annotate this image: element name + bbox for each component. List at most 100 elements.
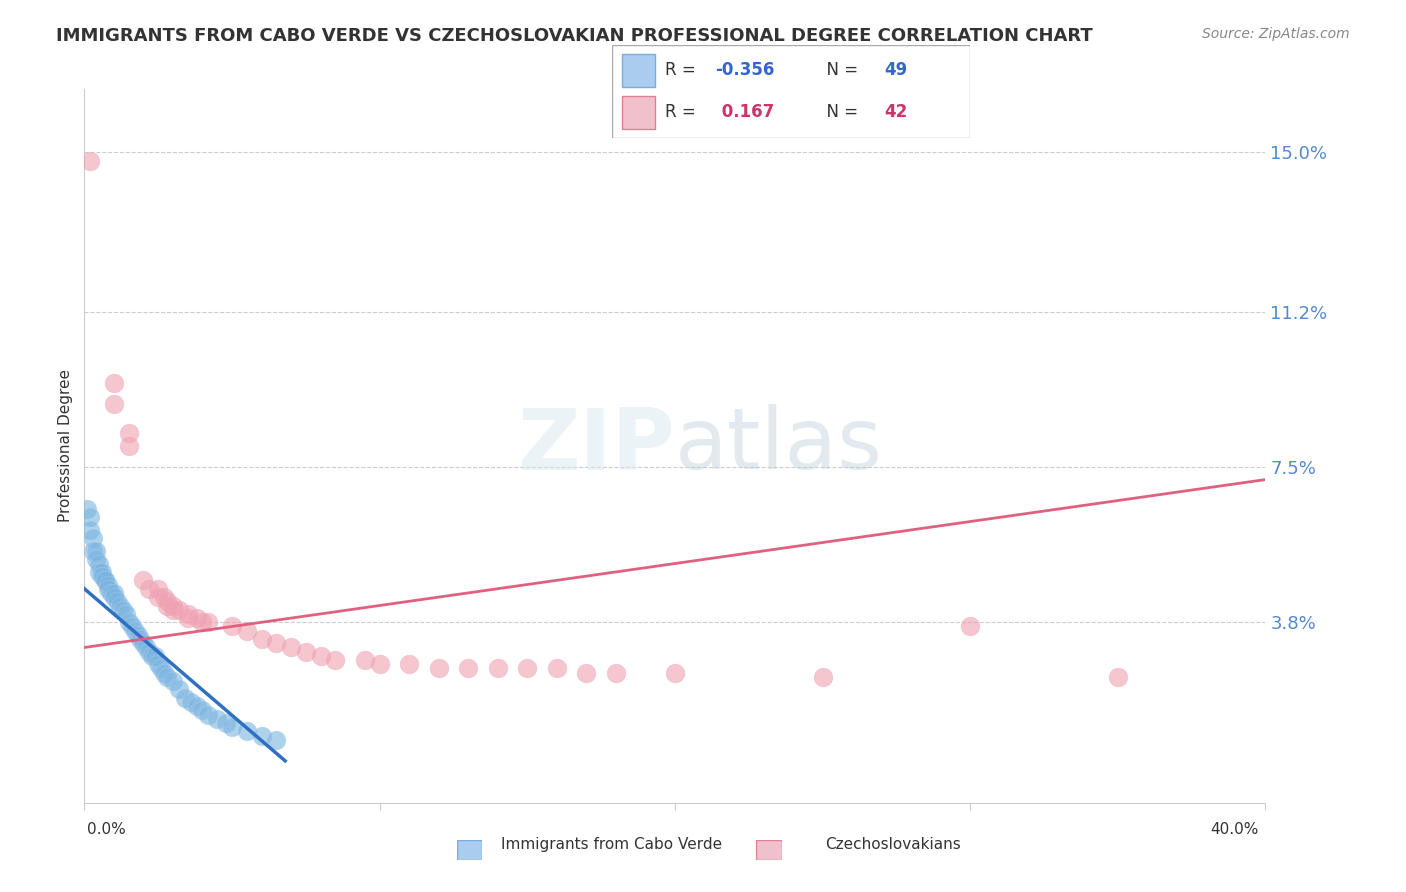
Point	[191, 703, 214, 717]
Point	[82, 544, 104, 558]
Point	[89, 565, 111, 579]
Text: Immigrants from Cabo Verde: Immigrants from Cabo Verde	[501, 838, 723, 852]
Y-axis label: Professional Degree: Professional Degree	[58, 369, 73, 523]
Point	[132, 636, 155, 650]
Point	[162, 603, 184, 617]
Point	[127, 628, 149, 642]
Point	[148, 582, 170, 596]
Point	[156, 594, 179, 608]
Text: -0.356: -0.356	[716, 61, 775, 78]
Point	[91, 569, 114, 583]
Point	[398, 657, 420, 672]
Text: Source: ZipAtlas.com: Source: ZipAtlas.com	[1202, 27, 1350, 41]
Point	[153, 590, 176, 604]
Text: 49: 49	[884, 61, 907, 78]
Point	[105, 594, 128, 608]
Point	[94, 574, 117, 588]
Point	[354, 653, 377, 667]
Point	[153, 665, 176, 680]
Point	[197, 707, 219, 722]
Point	[368, 657, 391, 672]
Point	[177, 611, 200, 625]
Point	[148, 590, 170, 604]
Text: Czechoslovakians: Czechoslovakians	[825, 838, 960, 852]
Point	[148, 657, 170, 672]
Point	[76, 502, 98, 516]
Point	[486, 661, 509, 675]
Point	[129, 632, 152, 646]
Text: R =: R =	[665, 61, 702, 78]
Point	[103, 397, 125, 411]
Text: 42: 42	[884, 103, 907, 121]
Point	[108, 599, 131, 613]
Text: 40.0%: 40.0%	[1211, 822, 1258, 837]
Point	[132, 574, 155, 588]
FancyBboxPatch shape	[623, 96, 655, 129]
Point	[264, 636, 288, 650]
Point	[97, 582, 120, 596]
FancyBboxPatch shape	[612, 45, 970, 138]
FancyBboxPatch shape	[756, 840, 782, 860]
Point	[167, 682, 190, 697]
Point	[100, 586, 122, 600]
Point	[121, 619, 143, 633]
Point	[135, 640, 157, 655]
Point	[103, 590, 125, 604]
Text: 0.0%: 0.0%	[87, 822, 127, 837]
Point	[89, 557, 111, 571]
Point	[309, 648, 332, 663]
Point	[124, 624, 146, 638]
Point	[162, 674, 184, 689]
Point	[236, 624, 259, 638]
Point	[546, 661, 568, 675]
Point	[94, 574, 117, 588]
Point	[162, 599, 184, 613]
Point	[84, 544, 107, 558]
Point	[84, 552, 107, 566]
Point	[118, 615, 141, 630]
Point	[156, 670, 179, 684]
Point	[79, 510, 101, 524]
Point	[427, 661, 450, 675]
Point	[1107, 670, 1129, 684]
Point	[221, 619, 243, 633]
Point	[173, 690, 195, 705]
Text: IMMIGRANTS FROM CABO VERDE VS CZECHOSLOVAKIAN PROFESSIONAL DEGREE CORRELATION CH: IMMIGRANTS FROM CABO VERDE VS CZECHOSLOV…	[56, 27, 1092, 45]
Point	[150, 661, 173, 675]
Point	[221, 720, 243, 734]
Point	[156, 599, 179, 613]
Point	[79, 153, 101, 168]
Point	[114, 607, 136, 621]
Point	[191, 615, 214, 630]
FancyBboxPatch shape	[623, 54, 655, 87]
Point	[605, 665, 627, 680]
Point	[118, 439, 141, 453]
Point	[205, 712, 228, 726]
Point	[664, 665, 686, 680]
Point	[575, 665, 598, 680]
Point	[111, 603, 134, 617]
Point	[250, 729, 273, 743]
Text: ZIP: ZIP	[517, 404, 675, 488]
Point	[959, 619, 981, 633]
Point	[186, 611, 208, 625]
Text: atlas: atlas	[675, 404, 883, 488]
Point	[323, 653, 347, 667]
Point	[236, 724, 259, 739]
Point	[180, 695, 202, 709]
Point	[280, 640, 302, 655]
Point	[82, 532, 104, 546]
Text: 0.167: 0.167	[716, 103, 773, 121]
Text: N =: N =	[815, 61, 863, 78]
Text: N =: N =	[815, 103, 863, 121]
Point	[97, 577, 120, 591]
Point	[811, 670, 834, 684]
Point	[143, 648, 166, 663]
Point	[103, 586, 125, 600]
Point	[118, 426, 141, 441]
Point	[103, 376, 125, 390]
Point	[250, 632, 273, 646]
FancyBboxPatch shape	[457, 840, 482, 860]
Point	[141, 648, 163, 663]
Point	[215, 716, 238, 731]
